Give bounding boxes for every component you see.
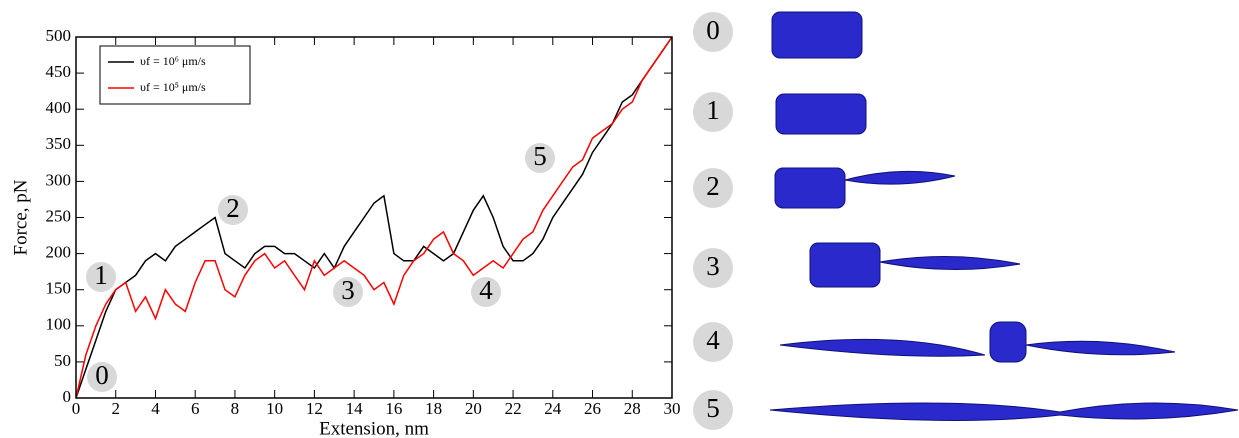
- y-tick-label: 450: [46, 62, 72, 81]
- y-tick-label: 400: [46, 98, 72, 117]
- stage-badge: [693, 390, 733, 430]
- stage-marker-label: 0: [95, 360, 109, 390]
- stage-badge: [693, 248, 733, 288]
- x-tick-label: 26: [584, 399, 601, 418]
- x-tick-label: 24: [544, 399, 562, 418]
- y-tick-label: 150: [46, 279, 72, 298]
- stage-marker-label: 4: [479, 275, 493, 305]
- x-tick-label: 6: [191, 399, 200, 418]
- y-axis-label: Force, pN: [10, 179, 31, 255]
- structure-3: [809, 242, 881, 288]
- x-tick-label: 20: [465, 399, 482, 418]
- stage-marker: [525, 143, 555, 173]
- x-tick-label: 30: [664, 399, 681, 418]
- series-line: [75, 36, 673, 399]
- structure-3-strand: [879, 256, 1021, 270]
- y-tick-label: 100: [46, 315, 72, 334]
- stage-label: 5: [706, 393, 720, 423]
- stage-marker: [333, 277, 363, 307]
- stage-badge: [693, 168, 733, 208]
- x-tick-label: 0: [72, 399, 81, 418]
- y-tick-label: 250: [46, 206, 72, 225]
- stage-marker-label: 2: [226, 193, 240, 223]
- structure-4-strand: [779, 338, 986, 357]
- x-tick-label: 22: [505, 399, 522, 418]
- structure-2: [774, 167, 846, 209]
- x-tick-label: 16: [385, 399, 402, 418]
- structure-4-strand-b: [1025, 340, 1176, 356]
- y-tick-label: 300: [46, 170, 72, 189]
- x-tick-label: 18: [425, 399, 442, 418]
- y-tick-label: 200: [46, 243, 72, 262]
- y-tick-label: 50: [54, 351, 71, 370]
- legend-label: υf = 10⁶ μm/s: [140, 54, 206, 68]
- series-line: [75, 36, 673, 399]
- x-tick-label: 8: [231, 399, 240, 418]
- stage-marker-label: 3: [341, 275, 355, 305]
- structure-5-strand: [769, 402, 1239, 421]
- stage-label: 2: [706, 171, 720, 201]
- stage-marker: [471, 277, 501, 307]
- stage-marker-label: 1: [94, 260, 108, 290]
- x-axis-label: Extension, nm: [319, 418, 429, 438]
- y-tick-label: 0: [63, 387, 72, 406]
- stage-label: 1: [706, 95, 720, 125]
- stage-marker: [86, 262, 116, 292]
- legend-label: υf = 10⁵ μm/s: [140, 80, 206, 94]
- structure-1: [775, 93, 867, 135]
- structure-2-strand: [844, 170, 956, 185]
- plot-frame: [75, 36, 673, 399]
- legend-box: [99, 45, 251, 105]
- stage-marker-label: 5: [533, 141, 547, 171]
- stage-label: 4: [706, 325, 720, 355]
- stage-badge: [693, 12, 733, 52]
- x-tick-label: 28: [624, 399, 641, 418]
- stage-badge: [693, 92, 733, 132]
- stage-marker: [87, 362, 117, 392]
- stage-marker: [218, 195, 248, 225]
- x-tick-label: 10: [266, 399, 283, 418]
- stage-label: 0: [706, 15, 720, 45]
- stage-label: 3: [706, 251, 720, 281]
- x-tick-label: 14: [346, 399, 364, 418]
- structures: [769, 11, 1239, 421]
- structure-0: [771, 11, 863, 59]
- y-tick-label: 500: [46, 26, 72, 45]
- x-tick-label: 4: [151, 399, 160, 418]
- x-tick-label: 2: [111, 399, 120, 418]
- structure-4: [989, 321, 1027, 363]
- y-tick-label: 350: [46, 134, 72, 153]
- x-tick-label: 12: [306, 399, 323, 418]
- stage-badge: [693, 322, 733, 362]
